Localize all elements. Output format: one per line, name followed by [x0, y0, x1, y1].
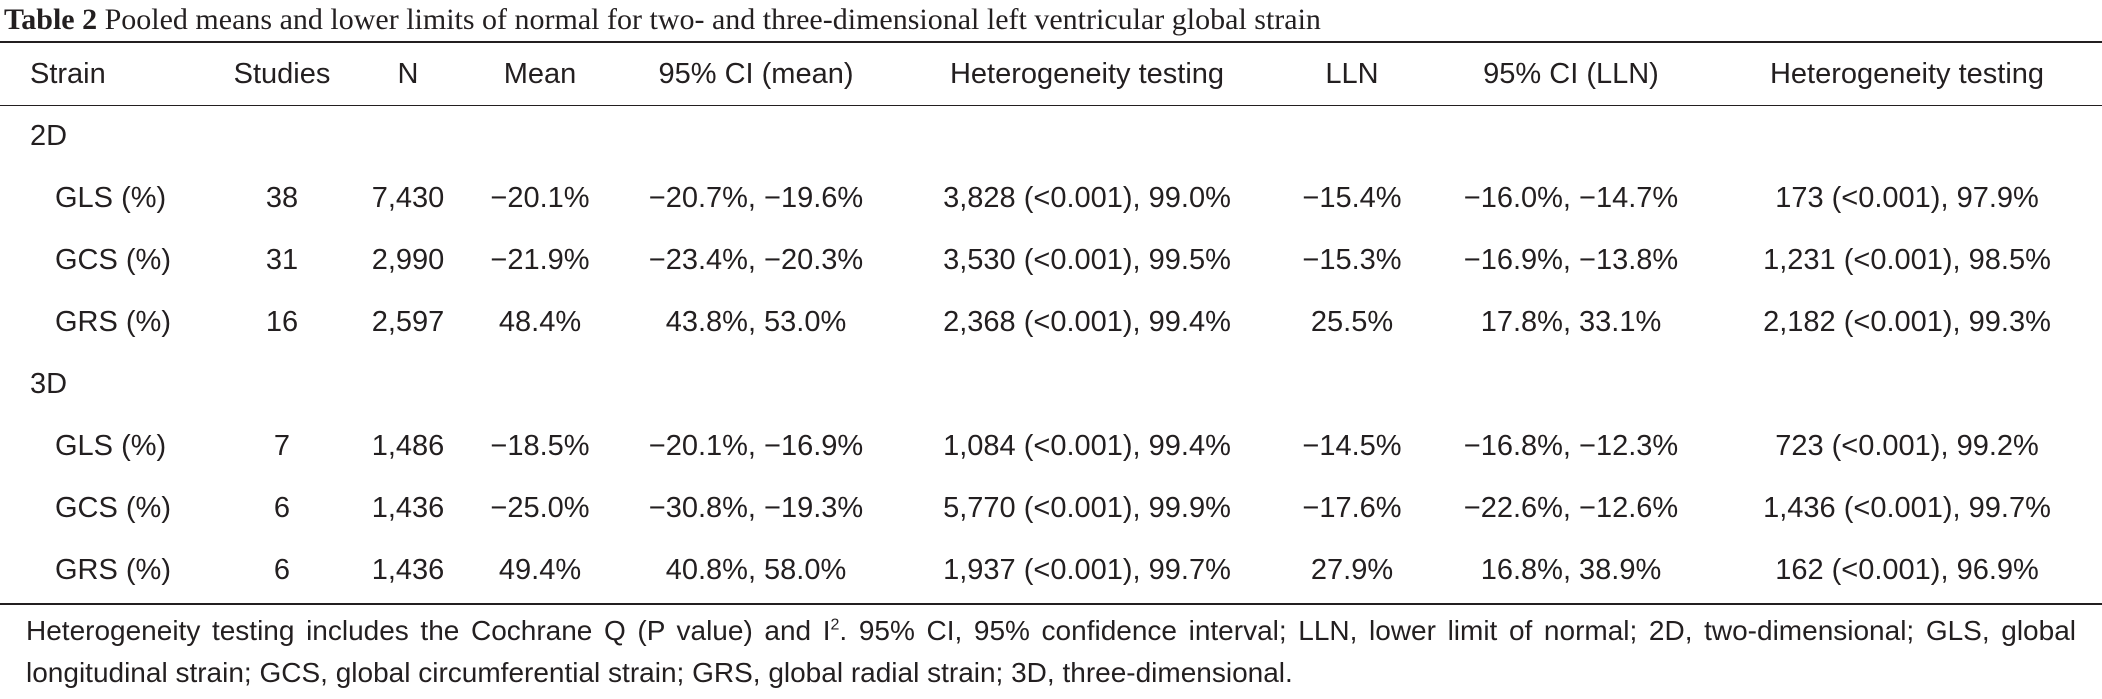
cell-lln: 27.9%: [1310, 554, 1394, 586]
bottom-rule: [0, 603, 2102, 605]
cell-studies: 16: [265, 306, 299, 338]
cell-n: 1,436: [371, 492, 445, 524]
cell-n: 1,486: [371, 430, 445, 462]
footnote-text-2: . 95% CI, 95% confidence interval; LLN, …: [26, 615, 2076, 688]
cell-mean: −18.5%: [490, 430, 590, 462]
cell-heterogeneity-lln: 2,182 (<0.001), 99.3%: [1763, 306, 2051, 338]
table-caption: Table 2 Pooled means and lower limits of…: [4, 2, 2098, 38]
cell-ci-mean: −20.1%, −16.9%: [648, 430, 864, 462]
table-title: Pooled means and lower limits of normal …: [104, 3, 1321, 36]
top-rule: [0, 41, 2102, 43]
header-ci-lln: 95% CI (LLN): [1483, 58, 1659, 90]
table-label: Table 2: [4, 3, 98, 36]
header-studies: Studies: [233, 58, 331, 90]
cell-heterogeneity-lln: 1,231 (<0.001), 98.5%: [1763, 244, 2051, 276]
header-mean: Mean: [503, 58, 577, 90]
cell-ci-lln: −22.6%, −12.6%: [1463, 492, 1679, 524]
cell-studies: 7: [273, 430, 291, 462]
cell-strain: GCS (%): [55, 492, 171, 524]
cell-studies: 31: [265, 244, 299, 276]
header-heterogeneity-lln: Heterogeneity testing: [1769, 58, 2045, 90]
cell-ci-mean: 40.8%, 58.0%: [665, 554, 847, 586]
cell-strain: GCS (%): [55, 244, 171, 276]
cell-mean: −21.9%: [490, 244, 590, 276]
cell-mean: 48.4%: [498, 306, 582, 338]
cell-heterogeneity-lln: 1,436 (<0.001), 99.7%: [1763, 492, 2051, 524]
cell-ci-mean: −30.8%, −19.3%: [648, 492, 864, 524]
cell-lln: 25.5%: [1310, 306, 1394, 338]
footnote-superscript: 2: [830, 616, 840, 634]
cell-ci-mean: −20.7%, −19.6%: [648, 182, 864, 214]
cell-heterogeneity-lln: 162 (<0.001), 96.9%: [1775, 554, 2039, 586]
cell-studies: 38: [265, 182, 299, 214]
cell-lln: −15.3%: [1302, 244, 1402, 276]
cell-ci-lln: −16.8%, −12.3%: [1463, 430, 1679, 462]
group-label-3d: 3D: [30, 368, 68, 400]
cell-ci-lln: −16.0%, −14.7%: [1463, 182, 1679, 214]
cell-heterogeneity-lln: 723 (<0.001), 99.2%: [1775, 430, 2039, 462]
cell-mean: −20.1%: [490, 182, 590, 214]
cell-ci-lln: 16.8%, 38.9%: [1480, 554, 1662, 586]
cell-heterogeneity-mean: 3,530 (<0.001), 99.5%: [943, 244, 1231, 276]
footnote-text-1: Heterogeneity testing includes the Cochr…: [26, 615, 831, 646]
cell-studies: 6: [273, 492, 291, 524]
cell-n: 2,990: [371, 244, 445, 276]
cell-n: 7,430: [371, 182, 445, 214]
cell-mean: −25.0%: [490, 492, 590, 524]
cell-studies: 6: [273, 554, 291, 586]
header-n: N: [397, 58, 419, 90]
cell-n: 2,597: [371, 306, 445, 338]
cell-lln: −14.5%: [1302, 430, 1402, 462]
cell-lln: −15.4%: [1302, 182, 1402, 214]
cell-heterogeneity-mean: 2,368 (<0.001), 99.4%: [943, 306, 1231, 338]
cell-heterogeneity-mean: 5,770 (<0.001), 99.9%: [943, 492, 1231, 524]
cell-heterogeneity-mean: 1,937 (<0.001), 99.7%: [943, 554, 1231, 586]
header-heterogeneity-mean: Heterogeneity testing: [949, 58, 1225, 90]
group-label-2d: 2D: [30, 120, 68, 152]
cell-ci-mean: −23.4%, −20.3%: [648, 244, 864, 276]
header-rule: [0, 105, 2102, 106]
cell-ci-lln: −16.9%, −13.8%: [1463, 244, 1679, 276]
cell-ci-lln: 17.8%, 33.1%: [1480, 306, 1662, 338]
cell-strain: GRS (%): [55, 554, 171, 586]
header-lln: LLN: [1325, 58, 1379, 90]
cell-heterogeneity-mean: 3,828 (<0.001), 99.0%: [943, 182, 1231, 214]
cell-heterogeneity-lln: 173 (<0.001), 97.9%: [1775, 182, 2039, 214]
cell-strain: GLS (%): [55, 182, 167, 214]
cell-n: 1,436: [371, 554, 445, 586]
cell-lln: −17.6%: [1302, 492, 1402, 524]
header-strain: Strain: [30, 58, 106, 90]
table-footnote: Heterogeneity testing includes the Cochr…: [26, 610, 2076, 694]
cell-heterogeneity-mean: 1,084 (<0.001), 99.4%: [943, 430, 1231, 462]
cell-ci-mean: 43.8%, 53.0%: [665, 306, 847, 338]
cell-mean: 49.4%: [498, 554, 582, 586]
header-ci-mean: 95% CI (mean): [658, 58, 854, 90]
cell-strain: GLS (%): [55, 430, 167, 462]
cell-strain: GRS (%): [55, 306, 171, 338]
